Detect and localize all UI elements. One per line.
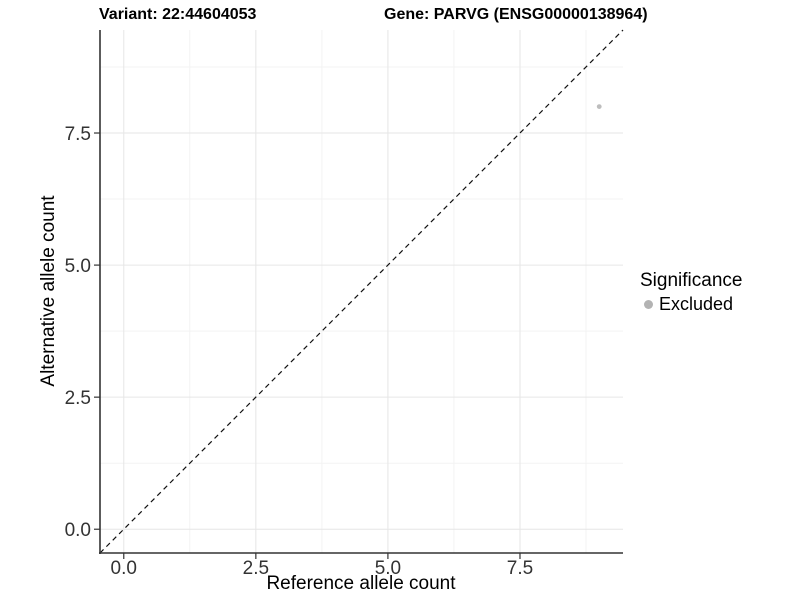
x-tick-label: 2.5 — [243, 558, 269, 579]
x-tick-label: 0.0 — [111, 558, 137, 579]
legend-title: Significance — [640, 270, 743, 291]
legend-entry-excluded: Excluded — [640, 294, 742, 315]
y-tick-label: 7.5 — [65, 124, 91, 145]
plot-title-gene: Gene: PARVG (ENSG00000138964) — [384, 6, 648, 23]
y-tick-label: 5.0 — [65, 256, 91, 277]
y-axis-title: Alternative allele count — [38, 195, 59, 387]
identity-dashed-line — [99, 29, 624, 554]
y-tick-label: 0.0 — [65, 520, 91, 541]
x-axis-title: Reference allele count — [266, 573, 456, 594]
legend-key-dot-icon — [644, 300, 653, 309]
plot-title-variant: Variant: 22:44604053 — [99, 6, 257, 23]
data-point — [596, 104, 602, 110]
y-tick-label: 2.5 — [65, 388, 91, 409]
x-tick-label: 5.0 — [375, 558, 401, 579]
legend-entry-label: Excluded — [659, 294, 734, 314]
x-tick-label: 7.5 — [507, 558, 533, 579]
legend: Significance Excluded — [640, 270, 742, 315]
